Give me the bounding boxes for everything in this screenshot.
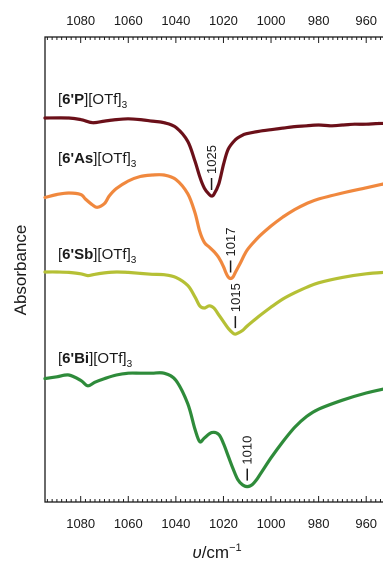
- x-top-tick-label: 980: [308, 13, 330, 28]
- peak-label: 1025: [204, 145, 219, 174]
- series-label-prefix: [: [58, 150, 63, 167]
- x-top-tick-label: 1040: [161, 13, 190, 28]
- x-top-tick-label: 1000: [257, 13, 286, 28]
- series-label-4: [6'Bi][OTf]3: [58, 350, 133, 370]
- tick-group: 1080 1080 1060 1060 1040 1040 1020 1020 1000 1000…: [46, 13, 381, 531]
- series-label-compound: 6'As: [62, 150, 93, 167]
- series-group: [43, 116, 383, 489]
- x-top-tick-label: 1080: [66, 13, 95, 28]
- x-tick-label: 1060: [114, 516, 143, 531]
- spectrum-line-2: [43, 173, 383, 281]
- spectrum-line-3: [43, 270, 383, 336]
- x-axis-title: υ/cm−1: [192, 542, 241, 562]
- series-label-compound: 6'Bi: [62, 350, 89, 367]
- series-label-group: [6'P][OTf]3[6'As][OTf]3[6'Sb][OTf]3[6'Bi…: [58, 91, 137, 370]
- x-axis-unit: /cm: [202, 543, 229, 562]
- x-tick-label: 1020: [209, 516, 238, 531]
- x-tick-label: 1080: [66, 516, 95, 531]
- peak-label: 1017: [223, 228, 238, 257]
- peak-label: 1015: [228, 283, 243, 312]
- series-label-2: [6'As][OTf]3: [58, 150, 137, 170]
- series-label-anion: ][OTf]: [93, 150, 131, 167]
- spectrum-line-1: [43, 116, 383, 198]
- x-tick-label: 960: [355, 516, 377, 531]
- x-top-tick-label: 960: [355, 13, 377, 28]
- x-axis-exponent: −1: [229, 542, 242, 554]
- series-label-subscript: 3: [131, 255, 137, 266]
- annotation-group: 1025 1017 1015 1010: [204, 145, 255, 481]
- series-label-anion: ][OTf]: [89, 350, 127, 367]
- series-label-subscript: 3: [127, 359, 133, 370]
- series-label-subscript: 3: [131, 159, 137, 170]
- y-axis-title: Absorbance: [11, 225, 30, 316]
- series-label-1: [6'P][OTf]3: [58, 91, 128, 111]
- series-label-anion: ][OTf]: [93, 246, 131, 263]
- series-label-compound: 6'Sb: [62, 246, 93, 263]
- series-label-compound: 6'P: [62, 91, 84, 108]
- series-label-3: [6'Sb][OTf]3: [58, 246, 137, 266]
- x-tick-label: 1040: [161, 516, 190, 531]
- plot-frame: [44, 36, 383, 503]
- peak-label: 1010: [240, 436, 255, 465]
- x-top-tick-label: 1060: [114, 13, 143, 28]
- series-label-anion: ][OTf]: [84, 91, 122, 108]
- x-tick-label: 1000: [257, 516, 286, 531]
- series-label-prefix: [: [58, 350, 63, 367]
- x-top-tick-label: 1020: [209, 13, 238, 28]
- x-axis-symbol: υ: [192, 543, 201, 562]
- series-label-prefix: [: [58, 91, 63, 108]
- x-tick-label: 980: [308, 516, 330, 531]
- series-label-subscript: 3: [122, 100, 128, 111]
- series-label-prefix: [: [58, 246, 63, 263]
- spectrum-line-4: [43, 371, 383, 489]
